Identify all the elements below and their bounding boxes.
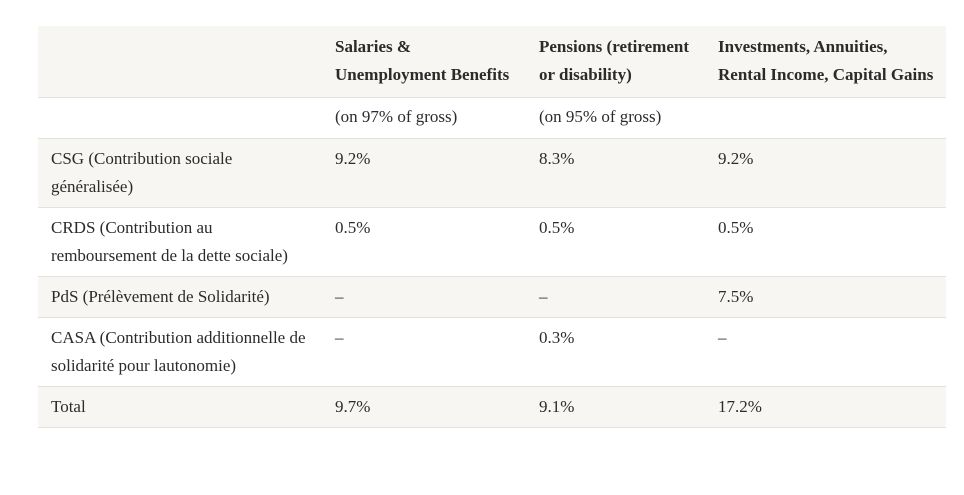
table-cell: 0.5%: [705, 207, 946, 277]
table-cell: –: [526, 276, 705, 318]
subheader-cell: [38, 97, 322, 139]
table-cell: 0.5%: [322, 207, 526, 277]
subheader-cell: (on 97% of gross): [322, 97, 526, 139]
table-cell: 7.5%: [705, 276, 946, 318]
table-cell: 9.2%: [705, 138, 946, 208]
table-subheader-row: (on 97% of gross) (on 95% of gross): [38, 97, 946, 139]
table-row-total: Total 9.7% 9.1% 17.2%: [38, 386, 946, 428]
table-row-csg: CSG (Contribution sociale généralisée) 9…: [38, 138, 946, 208]
table-cell: 0.3%: [526, 317, 705, 387]
header-cell-investments: Investments, Annuities, Rental Income, C…: [705, 26, 946, 98]
table-cell: 0.5%: [526, 207, 705, 277]
header-cell-empty: [38, 26, 322, 98]
table-cell: 9.1%: [526, 386, 705, 428]
row-label: CASA (Contribution additionnelle de soli…: [38, 317, 322, 387]
table-row-crds: CRDS (Contribution au remboursement de l…: [38, 207, 946, 277]
header-cell-pensions: Pensions (retirement or disability): [526, 26, 705, 98]
table-cell: –: [322, 317, 526, 387]
table-cell: 9.7%: [322, 386, 526, 428]
tax-rates-table: Salaries & Unemployment Benefits Pension…: [38, 26, 946, 428]
row-label: CRDS (Contribution au remboursement de l…: [38, 207, 322, 277]
subheader-cell: (on 95% of gross): [526, 97, 705, 139]
row-label: Total: [38, 386, 322, 428]
row-label: CSG (Contribution sociale généralisée): [38, 138, 322, 208]
table-cell: 17.2%: [705, 386, 946, 428]
table-cell: 8.3%: [526, 138, 705, 208]
table-cell: –: [705, 317, 946, 387]
header-cell-salaries: Salaries & Unemployment Benefits: [322, 26, 526, 98]
table-header-row: Salaries & Unemployment Benefits Pension…: [38, 26, 946, 98]
subheader-cell: [705, 97, 946, 139]
table-cell: –: [322, 276, 526, 318]
table-row-pds: PdS (Prélèvement de Solidarité) – – 7.5%: [38, 276, 946, 318]
table-cell: 9.2%: [322, 138, 526, 208]
table-row-casa: CASA (Contribution additionnelle de soli…: [38, 317, 946, 387]
tax-rates-table-container: Salaries & Unemployment Benefits Pension…: [38, 26, 946, 428]
row-label: PdS (Prélèvement de Solidarité): [38, 276, 322, 318]
